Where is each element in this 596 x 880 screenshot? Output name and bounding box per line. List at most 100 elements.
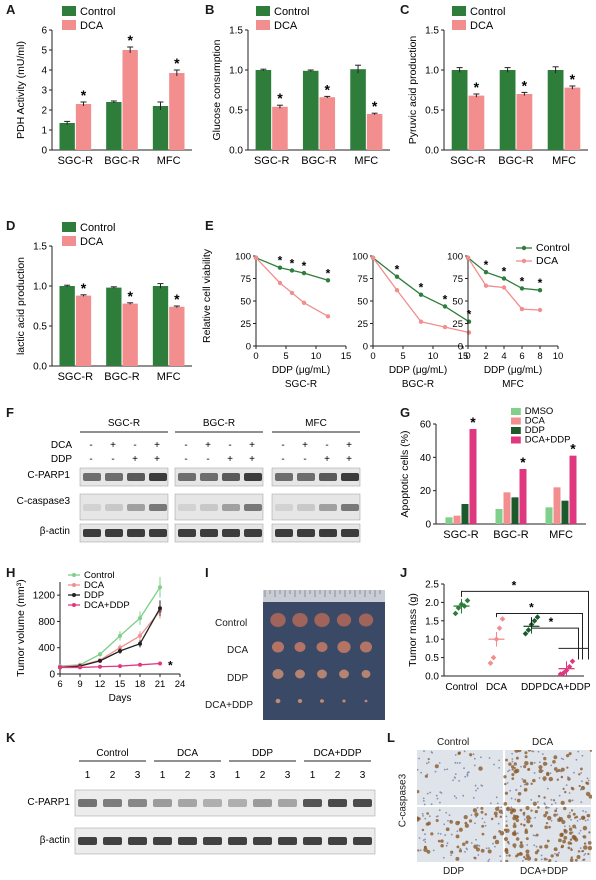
ihc-stain xyxy=(566,766,569,769)
significance-star: * xyxy=(538,276,543,290)
ihc-nucleus xyxy=(437,832,440,835)
ihc-stain xyxy=(572,812,576,816)
tumor xyxy=(292,613,308,627)
ihc-stain xyxy=(548,825,551,829)
ihc-stain xyxy=(505,806,511,812)
ihc-stain xyxy=(553,847,558,852)
significance-star: * xyxy=(174,291,180,307)
ihc-nucleus xyxy=(533,844,536,847)
treatment-sign: + xyxy=(154,440,160,451)
legend-swatch xyxy=(452,6,466,16)
blot-band xyxy=(153,799,172,807)
ihc-nucleus xyxy=(427,761,430,764)
y-axis-title: lactic acid production xyxy=(15,257,27,355)
y-tick-label: 5 xyxy=(41,46,47,57)
data-point xyxy=(301,270,307,276)
ihc-stain xyxy=(481,824,485,828)
legend-label: Control xyxy=(470,6,505,18)
ihc-stain xyxy=(543,857,547,861)
scatter-point xyxy=(569,658,576,665)
legend-label: DCA xyxy=(84,580,105,591)
scatter-point xyxy=(496,625,503,631)
ihc-stain xyxy=(548,776,554,782)
significance-star: * xyxy=(302,259,307,273)
ihc-stain xyxy=(587,840,592,845)
ihc-title-dca: DCA xyxy=(532,737,554,748)
ihc-nucleus xyxy=(453,795,456,798)
treatment-sign: + xyxy=(205,440,211,451)
tumor xyxy=(320,699,324,703)
ihc-nucleus xyxy=(493,763,495,766)
data-point xyxy=(277,280,283,286)
data-point xyxy=(325,278,331,283)
ihc-nucleus xyxy=(487,860,490,862)
ihc-stain xyxy=(515,818,520,823)
blot-band xyxy=(105,504,123,511)
ihc-stain xyxy=(503,775,507,779)
legend-label: DCA xyxy=(470,20,494,32)
ihc-nucleus xyxy=(464,850,466,853)
y-tick-label: 0 xyxy=(363,342,368,353)
ihc-nucleus xyxy=(477,854,480,856)
blot-band xyxy=(222,529,240,537)
ihc-nucleus xyxy=(534,834,536,837)
ihc-stain xyxy=(525,837,529,841)
ihc-nucleus xyxy=(578,832,581,835)
ihc-stain xyxy=(510,765,515,769)
ihc-stain xyxy=(577,850,581,853)
data-point xyxy=(118,664,122,669)
ihc-nucleus xyxy=(424,817,427,820)
ihc-nucleus xyxy=(430,751,433,753)
blot-band xyxy=(127,529,145,537)
legend-label: DCA xyxy=(536,255,558,267)
treatment-sign: + xyxy=(249,440,255,451)
ihc-stain xyxy=(515,837,520,841)
ihc-nucleus xyxy=(509,789,512,792)
ihc-stain xyxy=(455,856,460,861)
ihc-nucleus xyxy=(447,819,449,822)
ihc-stain xyxy=(513,762,517,766)
data-point xyxy=(418,319,424,324)
ihc-nucleus xyxy=(419,849,422,852)
y-tick-label: 1.0 xyxy=(425,66,439,77)
ihc-nucleus xyxy=(573,771,575,774)
ihc-stain xyxy=(534,810,538,814)
ihc-title-control: Control xyxy=(437,737,470,748)
ihc-stain xyxy=(503,828,507,832)
data-point xyxy=(289,290,295,296)
treatment-sign: + xyxy=(110,440,116,451)
blot-group-label: DDP xyxy=(252,748,273,759)
bar-dca xyxy=(272,106,288,150)
ihc-nucleus xyxy=(582,810,584,812)
y-tick-label: 25 xyxy=(240,319,251,330)
ihc-stain xyxy=(506,840,510,844)
y-tick-label: 25 xyxy=(357,319,368,330)
bar-dca-ddp xyxy=(519,469,527,524)
blot-band xyxy=(319,529,337,537)
treatment-sign: + xyxy=(154,454,160,465)
x-tick-label: SGC-R xyxy=(443,529,479,541)
bar-ddp xyxy=(561,500,569,524)
ihc-nucleus xyxy=(584,819,587,822)
ihc-stain xyxy=(582,858,586,861)
significance-star: * xyxy=(522,77,528,93)
ihc-stain xyxy=(569,831,573,835)
scatter-point xyxy=(499,616,506,622)
ihc-stain xyxy=(457,751,461,756)
ihc-nucleus xyxy=(549,772,552,775)
ihc-stain xyxy=(514,750,519,753)
legend-label: DDP xyxy=(84,590,104,601)
ihc-nucleus xyxy=(443,823,446,826)
legend-marker xyxy=(521,245,527,251)
blot-band xyxy=(275,529,293,537)
x-tick-label: 10 xyxy=(311,351,322,362)
ihc-nucleus xyxy=(550,819,553,822)
significance-star: * xyxy=(81,87,87,103)
ihc-stain xyxy=(552,799,556,802)
ihc-stain xyxy=(417,789,420,794)
ihc-nucleus xyxy=(418,757,420,760)
ihc-nucleus xyxy=(580,771,583,774)
x-tick-label: MFC xyxy=(354,155,378,167)
ihc-nucleus xyxy=(424,838,427,841)
x-tick-label: SGC-R xyxy=(450,155,486,167)
